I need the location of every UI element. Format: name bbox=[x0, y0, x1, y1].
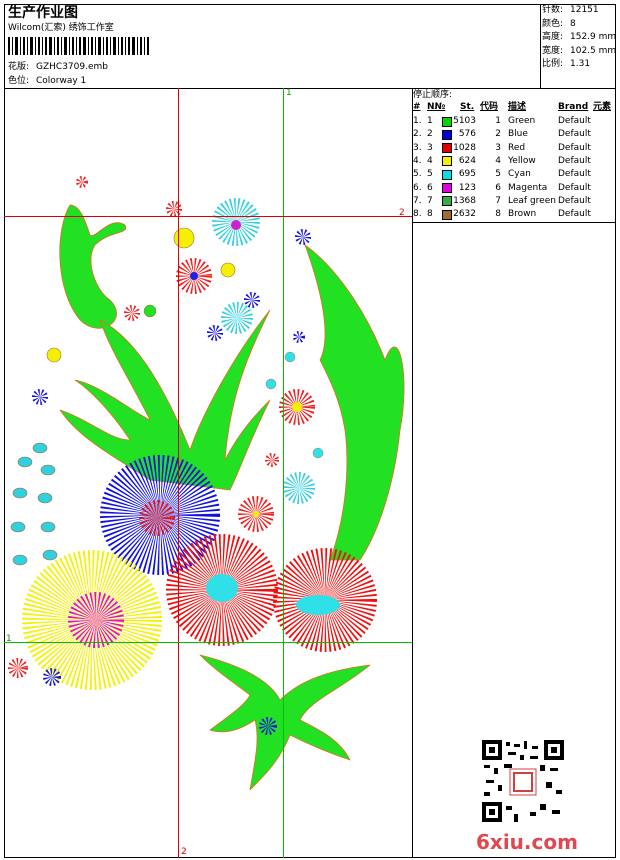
row-number: 2 bbox=[427, 129, 433, 140]
color-description: Leaf green bbox=[508, 195, 556, 206]
software-name: Wilcom(汇索) 绣饰工作室 bbox=[8, 23, 114, 33]
column-header: 代码 bbox=[480, 102, 499, 112]
color-swatch bbox=[442, 129, 452, 140]
stitch-count: 1368 bbox=[453, 195, 476, 206]
color-description: Yellow bbox=[508, 155, 536, 166]
color-swatch bbox=[442, 196, 452, 207]
guide-label: 2 bbox=[181, 847, 187, 857]
brand: Default bbox=[558, 209, 591, 220]
stat-label: 宽度: bbox=[542, 45, 564, 56]
stat-value: 1.31 bbox=[570, 59, 591, 69]
color-code: 1 bbox=[495, 116, 501, 126]
color-code: 5 bbox=[495, 169, 501, 180]
color-description: Brown bbox=[508, 209, 537, 220]
barcode bbox=[8, 37, 149, 55]
color-code: 3 bbox=[495, 142, 501, 153]
row-number: 3 bbox=[427, 142, 433, 153]
leaves bbox=[59, 204, 405, 791]
stitch-count: 1028 bbox=[453, 142, 476, 153]
column-header: Brand bbox=[558, 102, 589, 112]
brand: Default bbox=[558, 142, 591, 153]
stitch-count: 695 bbox=[458, 169, 476, 180]
color-code: 6 bbox=[495, 182, 501, 193]
brand: Default bbox=[558, 195, 591, 206]
color-description: Red bbox=[508, 142, 526, 153]
row-index: 4. bbox=[413, 155, 422, 166]
colorway: Colorway 1 bbox=[36, 76, 87, 86]
color-code: 7 bbox=[495, 195, 501, 206]
color-swatch bbox=[442, 169, 452, 180]
row-index: 7. bbox=[413, 195, 422, 206]
guide-label: 2 bbox=[399, 208, 405, 218]
column-header: 元素 bbox=[593, 102, 612, 112]
brand: Default bbox=[558, 129, 591, 140]
design-label: 花版: bbox=[8, 62, 30, 72]
color-swatch bbox=[442, 156, 452, 167]
stat-label: 高度: bbox=[542, 32, 564, 42]
sheet-title: 生产作业图 bbox=[8, 5, 78, 21]
row-number: 4 bbox=[427, 155, 433, 166]
stat-value: 8 bbox=[570, 18, 576, 29]
stitch-count: 576 bbox=[458, 129, 476, 140]
stat-value: 152.9 mm bbox=[570, 32, 617, 42]
color-swatch bbox=[442, 116, 452, 127]
row-number: 7 bbox=[427, 195, 433, 206]
color-code: 4 bbox=[495, 155, 501, 166]
stitch-count: 123 bbox=[458, 182, 476, 193]
colorway-label: 色位: bbox=[8, 76, 30, 86]
sheet-border bbox=[4, 4, 616, 858]
column-header: N№ bbox=[427, 102, 446, 112]
dot bbox=[143, 304, 157, 318]
color-swatch bbox=[442, 209, 452, 220]
stat-value: 102.5 mm bbox=[570, 45, 617, 56]
stat-label: 颜色: bbox=[542, 18, 564, 29]
row-number: 1 bbox=[427, 116, 433, 126]
row-number: 8 bbox=[427, 209, 433, 220]
row-number: 5 bbox=[427, 169, 433, 180]
column-header: St. bbox=[460, 102, 475, 112]
column-header: 描述 bbox=[508, 102, 527, 112]
column-header: # bbox=[413, 102, 421, 112]
row-index: 3. bbox=[413, 142, 422, 153]
color-code: 2 bbox=[495, 129, 501, 140]
guide-label: 1 bbox=[286, 88, 292, 98]
design-file: GZHC3709.emb bbox=[36, 62, 108, 72]
row-number: 6 bbox=[427, 182, 433, 193]
color-swatch bbox=[442, 143, 452, 154]
brand: Default bbox=[558, 155, 591, 166]
dots bbox=[265, 351, 324, 459]
guide-label: 1 bbox=[6, 634, 12, 644]
stitch-count: 2632 bbox=[453, 209, 476, 220]
embroidery-design bbox=[8, 176, 405, 791]
small-leaves bbox=[10, 442, 58, 566]
row-index: 8. bbox=[413, 209, 422, 220]
row-index: 1. bbox=[413, 116, 422, 126]
table-title: 停止顺序: bbox=[413, 90, 453, 100]
row-index: 5. bbox=[413, 169, 422, 180]
color-code: 8 bbox=[495, 209, 501, 220]
row-index: 2. bbox=[413, 129, 422, 140]
color-swatch bbox=[442, 183, 452, 193]
color-description: Green bbox=[508, 116, 536, 126]
color-description: Magenta bbox=[508, 182, 548, 193]
stat-value: 12151 bbox=[570, 5, 599, 15]
watermark: 6xiu.com bbox=[476, 830, 578, 854]
stat-label: 针数: bbox=[542, 5, 564, 15]
stitch-count: 5103 bbox=[453, 116, 476, 126]
flowers bbox=[8, 176, 377, 735]
stat-label: 比例: bbox=[542, 59, 564, 69]
qr-code bbox=[480, 738, 566, 824]
stitch-count: 624 bbox=[458, 155, 476, 166]
brand: Default bbox=[558, 116, 591, 126]
color-description: Blue bbox=[508, 129, 528, 140]
brand: Default bbox=[558, 182, 591, 193]
row-index: 6. bbox=[413, 182, 422, 193]
brand: Default bbox=[558, 169, 591, 180]
color-description: Cyan bbox=[508, 169, 531, 180]
